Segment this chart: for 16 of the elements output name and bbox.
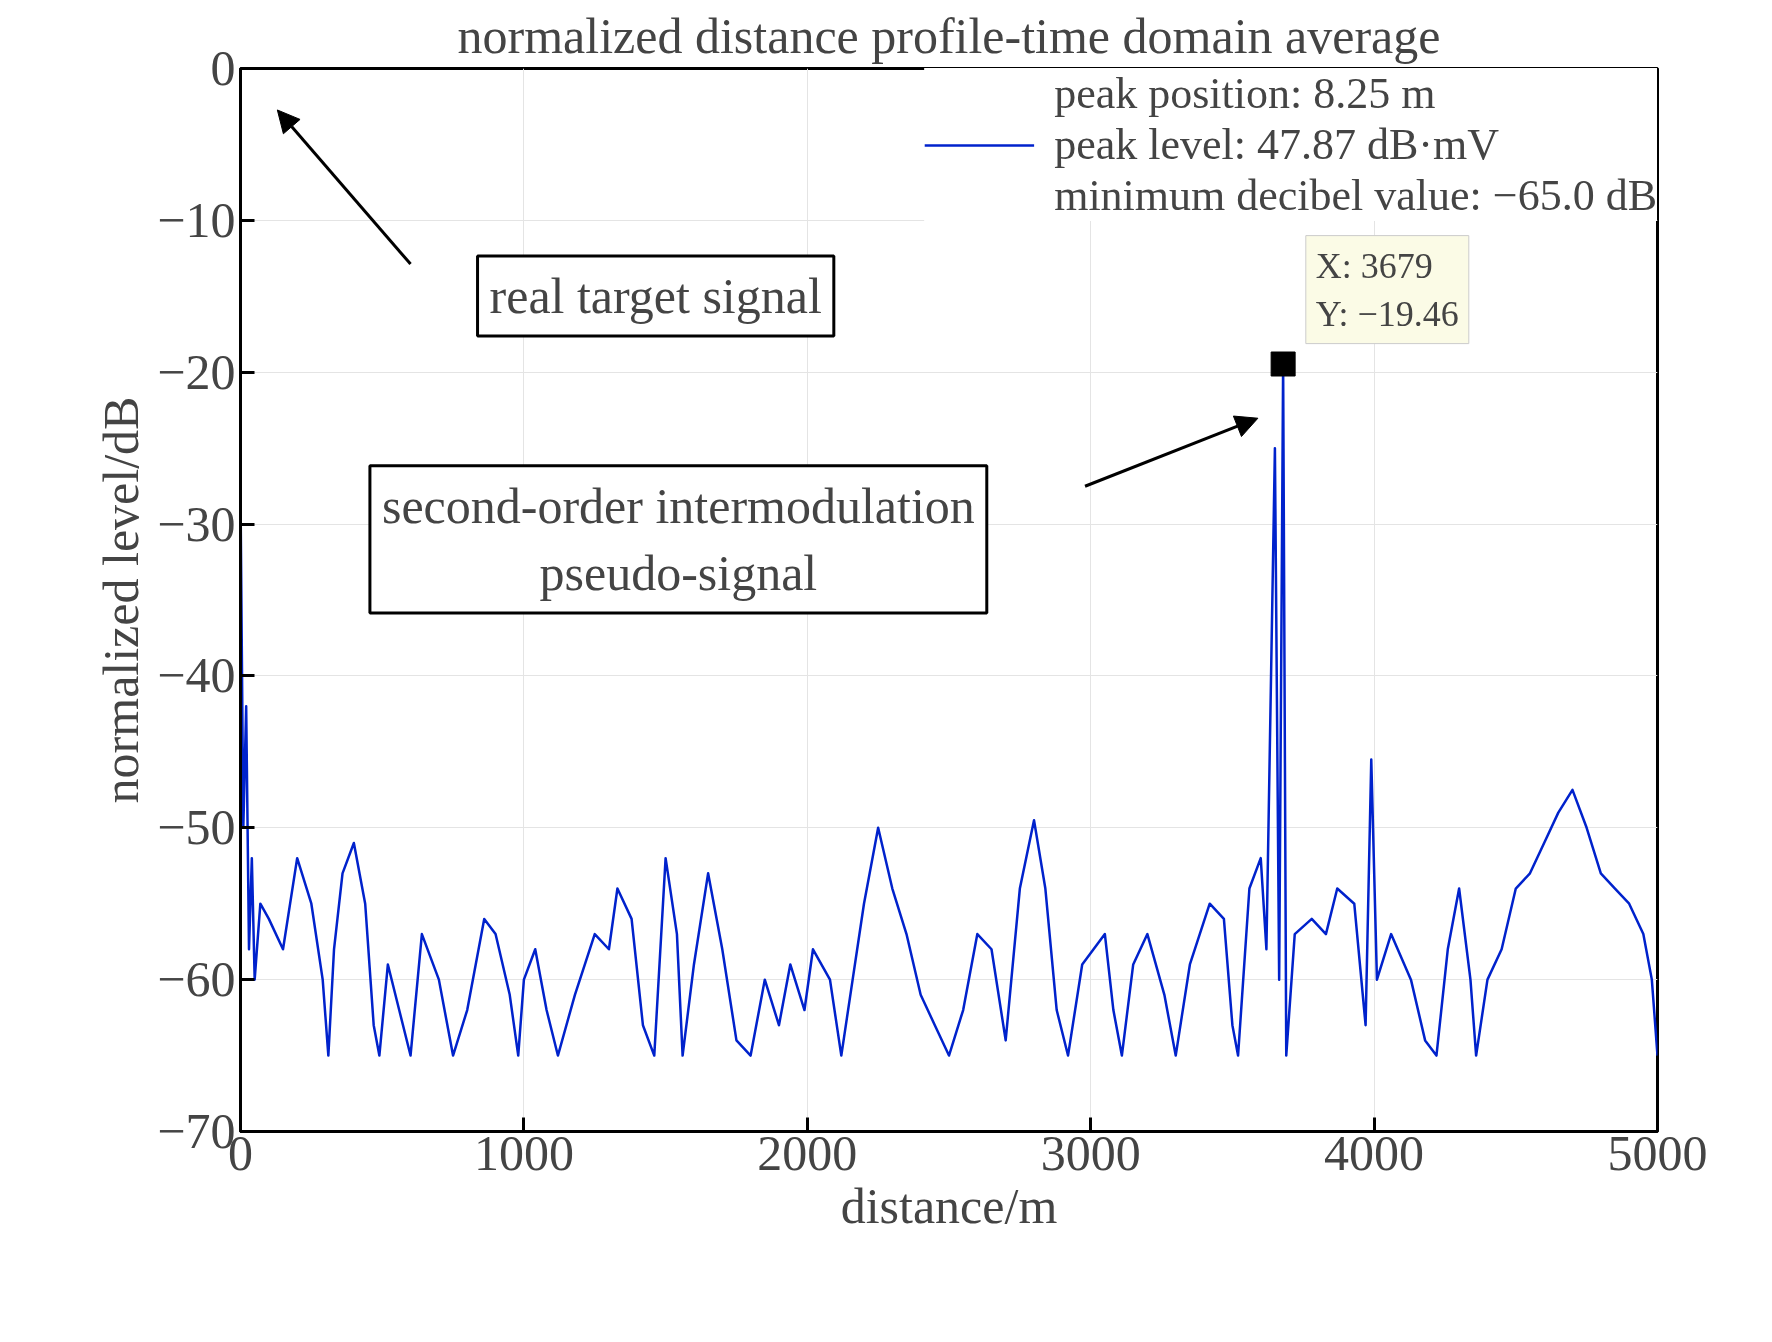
y-tick-label: 0 (210, 40, 236, 96)
y-tick-label: −50 (157, 799, 236, 856)
x-tick-label: 4000 (1324, 1124, 1425, 1181)
annotation: real target signal (489, 267, 822, 324)
legend-label: peak position: 8.25 m peak level: 47.87 dB·mV minimum decibel value: −65.0 dB (1054, 68, 1657, 221)
y-tick-label: −30 (157, 495, 236, 552)
y-tick-label: −20 (157, 343, 236, 400)
x-tick-label: 1000 (473, 1124, 574, 1181)
chart-title: normalized distance profile-time domain average (457, 7, 1441, 64)
y-axis-title: normalized level/dB (93, 396, 150, 804)
annotation: second-order intermodulation pseudo-signal (381, 477, 975, 602)
x-tick-label: 5000 (1607, 1124, 1708, 1181)
annotation: X: 3679 Y: −19.46 (1315, 245, 1459, 334)
y-tick-label: −10 (157, 191, 236, 248)
y-tick-label: −40 (157, 647, 236, 704)
y-tick-label: −60 (157, 951, 236, 1008)
